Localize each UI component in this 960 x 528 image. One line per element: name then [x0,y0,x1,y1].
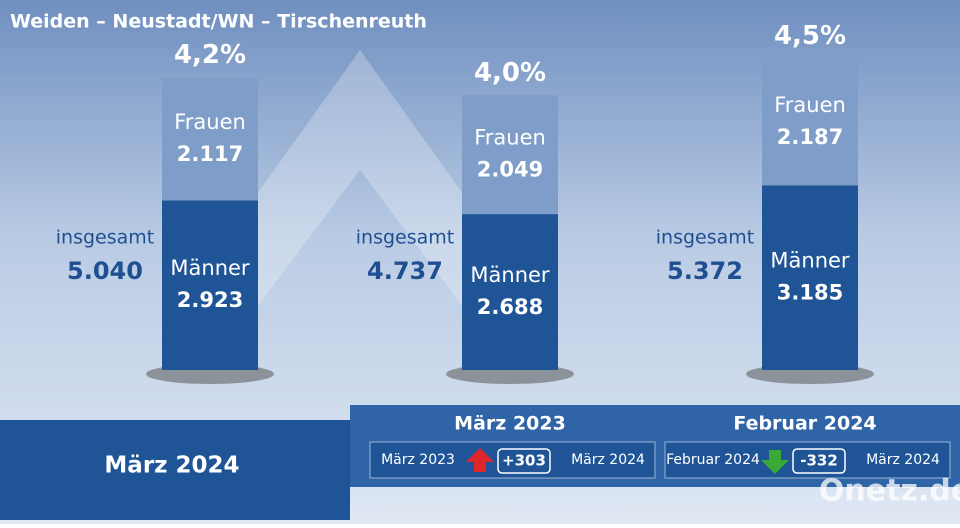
total-name: insgesamt [356,227,454,249]
series-label: Frauen [774,93,846,117]
total-value: 4.737 [367,257,443,285]
from-label: Februar 2024 [666,452,760,468]
to-label: März 2024 [866,452,940,468]
trend-arrow [466,448,494,472]
bar-segment [762,58,858,186]
value-label: 3.185 [777,281,843,305]
change-label: +303 [502,452,546,470]
trend-arrow [761,450,789,474]
series-label: Männer [170,256,250,280]
comparison-title: März 2023 [454,413,566,435]
bar-segment [162,77,258,201]
comparison-title: Februar 2024 [733,413,876,435]
total-value: 5.372 [667,257,743,285]
value-label: 2.187 [777,125,843,149]
category-label: März 2024 [104,453,239,479]
value-label: 2.923 [177,288,243,312]
chart-title: Weiden – Neustadt/WN – Tirschenreuth [10,11,427,33]
bar-segment [162,200,258,370]
change-box [792,448,846,474]
value-label: 2.117 [177,142,243,166]
series-label: Männer [770,249,850,273]
value-label: 2.049 [477,158,543,182]
bar-segment [462,95,558,215]
from-label: März 2023 [381,452,455,468]
series-label: Männer [470,263,550,287]
to-label: März 2024 [571,452,645,468]
rate-label: 4,5% [774,21,846,51]
rate-label: 4,0% [474,58,546,88]
rate-label: 4,2% [174,40,246,70]
change-box [497,448,551,474]
total-value: 5.040 [67,257,143,285]
total-name: insgesamt [656,227,754,249]
total-name: insgesamt [56,227,154,249]
value-label: 2.688 [477,295,543,319]
bar-segment [762,185,858,370]
watermark-logo [160,50,560,330]
change-label: -332 [800,452,838,470]
brand-logo: Onetz.de [819,474,960,509]
bar-segment [462,214,558,370]
series-label: Frauen [174,110,246,134]
current-band [0,420,350,520]
series-label: Frauen [474,126,546,150]
